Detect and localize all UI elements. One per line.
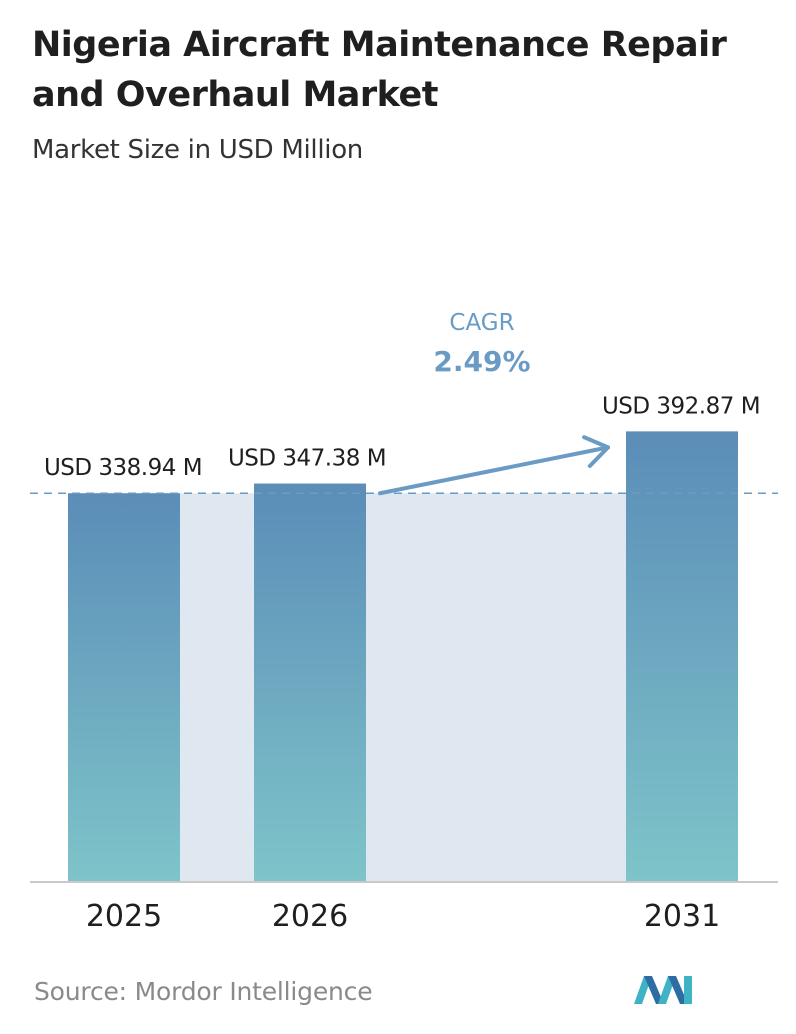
cagr-value: 2.49% [433, 345, 530, 378]
cagr-arrow-line [378, 445, 610, 496]
value-label-2031: USD 392.87 M [602, 393, 760, 419]
chart-title: Nigeria Aircraft Maintenance Repair and … [32, 25, 727, 115]
value-label-2026: USD 347.38 M [228, 446, 386, 472]
bar-2031 [626, 431, 738, 882]
bar-2025 [68, 493, 180, 882]
cagr-arrow-head-icon [582, 435, 610, 469]
background-band [180, 493, 626, 882]
mordor-intelligence-logo-icon [634, 976, 692, 1004]
chart-subtitle: Market Size in USD Million [32, 135, 363, 165]
bar-chart: CAGR 2.49% USD 338.94 M USD 347.38 M USD 392… [30, 310, 778, 934]
x-tick-label-2025: 2025 [86, 899, 162, 934]
source-note: Source: Mordor Intelligence [34, 977, 373, 1006]
x-tick-label-2026: 2026 [272, 899, 348, 934]
bar-2026 [254, 483, 366, 882]
cagr-label: CAGR [449, 310, 514, 336]
x-tick-label-2031: 2031 [644, 899, 720, 934]
value-label-2025: USD 338.94 M [44, 455, 202, 481]
